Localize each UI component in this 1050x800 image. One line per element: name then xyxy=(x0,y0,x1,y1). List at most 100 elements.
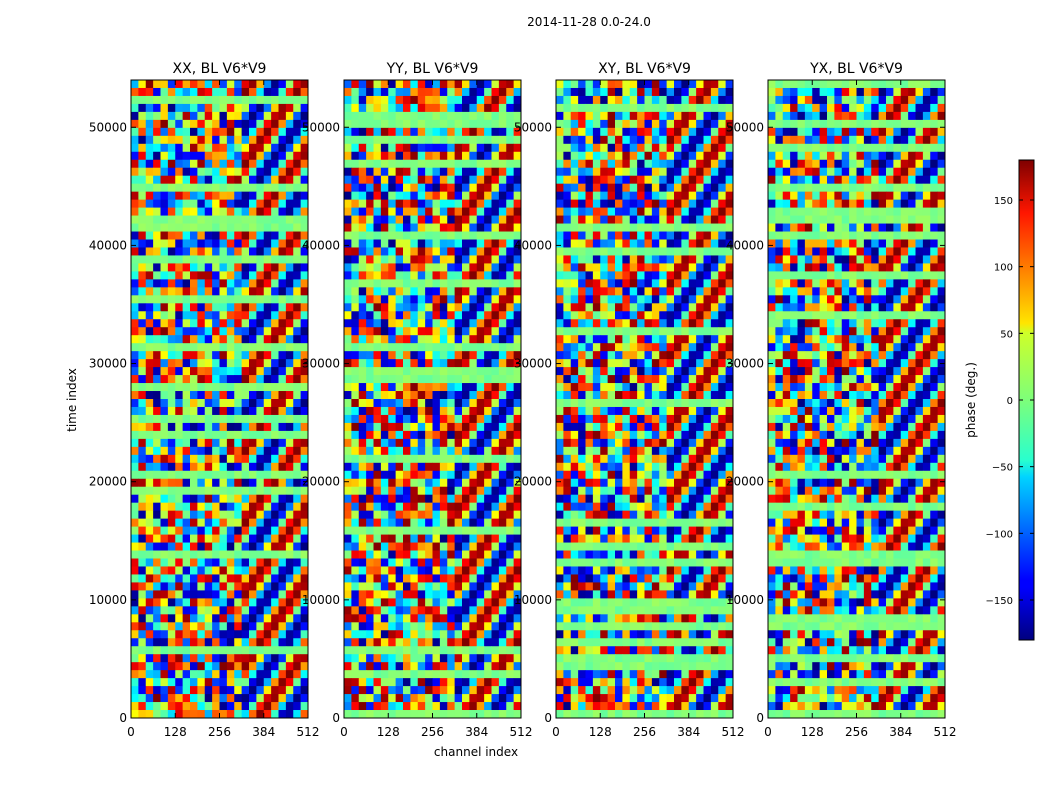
heatmap-cell xyxy=(249,303,257,312)
heatmap-cell xyxy=(615,327,623,336)
heatmap-cell xyxy=(285,422,294,432)
heatmap-cell xyxy=(563,191,572,201)
heatmap-cell xyxy=(234,574,243,583)
heatmap-cell xyxy=(629,103,638,113)
heatmap-cell xyxy=(167,694,176,703)
heatmap-cell xyxy=(138,231,147,240)
heatmap-cell xyxy=(212,478,220,488)
heatmap-cell xyxy=(380,135,389,145)
heatmap-cell xyxy=(439,359,448,368)
heatmap-cell xyxy=(498,614,507,623)
heatmap-cell xyxy=(439,710,448,719)
heatmap-cell xyxy=(153,223,161,232)
heatmap-cell xyxy=(278,638,287,647)
heatmap-cell xyxy=(462,446,470,456)
heatmap-cell xyxy=(344,446,352,456)
heatmap-cell xyxy=(182,662,191,671)
heatmap-cell xyxy=(513,558,522,567)
heatmap-cell xyxy=(285,303,294,312)
heatmap-cell xyxy=(484,295,492,304)
heatmap-cell xyxy=(425,526,433,535)
heatmap-cell xyxy=(204,646,213,655)
heatmap-cell xyxy=(629,207,638,216)
heatmap-cell xyxy=(462,279,470,288)
heatmap-cell xyxy=(278,319,287,328)
heatmap-cell xyxy=(263,638,272,647)
heatmap-cell xyxy=(366,335,374,344)
heatmap-cell xyxy=(131,383,139,392)
heatmap-cell xyxy=(366,534,374,543)
heatmap-cell xyxy=(138,518,147,528)
heatmap-cell xyxy=(556,319,564,328)
heatmap-cell xyxy=(462,80,470,89)
heatmap-cell xyxy=(153,518,161,528)
heatmap-cell xyxy=(462,470,470,480)
heatmap-cell xyxy=(160,375,169,384)
heatmap-cell xyxy=(622,223,631,232)
heatmap-cell xyxy=(256,598,265,607)
heatmap-cell xyxy=(190,103,198,113)
heatmap-cell xyxy=(256,175,265,185)
y-tick-label: 50000 xyxy=(89,120,127,134)
heatmap-cell xyxy=(395,550,404,559)
heatmap-cell xyxy=(696,414,704,424)
heatmap-cell xyxy=(615,335,623,344)
heatmap-cell xyxy=(454,199,463,209)
heatmap-cell xyxy=(160,702,169,711)
heatmap-cell xyxy=(271,470,279,480)
heatmap-cell xyxy=(226,215,235,224)
heatmap-cell xyxy=(212,303,220,312)
heatmap-cell xyxy=(300,367,309,376)
heatmap-cell xyxy=(491,391,500,400)
heatmap-cell xyxy=(498,534,507,543)
heatmap-cell xyxy=(380,678,389,687)
heatmap-cell xyxy=(563,143,572,153)
heatmap-cell xyxy=(131,638,139,647)
heatmap-cell xyxy=(403,167,411,177)
heatmap-cell xyxy=(241,303,250,312)
heatmap-cell xyxy=(167,654,176,663)
heatmap-cell xyxy=(167,231,176,240)
heatmap-cell xyxy=(622,183,631,193)
heatmap-cell xyxy=(454,686,463,695)
heatmap-cell xyxy=(417,678,426,687)
heatmap-cell xyxy=(484,598,492,607)
heatmap-cell xyxy=(388,80,397,89)
heatmap-cell xyxy=(491,119,500,129)
heatmap-cell xyxy=(160,710,169,719)
heatmap-cell xyxy=(491,143,500,153)
heatmap-cell xyxy=(600,223,609,232)
heatmap-cell xyxy=(454,247,463,256)
heatmap-cell xyxy=(651,151,660,161)
heatmap-cell xyxy=(366,343,374,352)
heatmap-cell xyxy=(447,199,456,209)
heatmap-cell xyxy=(491,702,500,711)
heatmap-cell xyxy=(344,582,352,591)
heatmap-cell xyxy=(484,199,492,209)
heatmap-cell xyxy=(358,223,367,232)
heatmap-cell xyxy=(688,151,697,161)
heatmap-cell xyxy=(241,199,250,209)
heatmap-cell xyxy=(410,359,419,368)
heatmap-cell xyxy=(688,87,697,97)
heatmap-cell xyxy=(410,654,419,663)
heatmap-cell xyxy=(403,438,411,448)
heatmap-cell xyxy=(212,367,220,376)
heatmap-cell xyxy=(388,351,397,360)
heatmap-cell xyxy=(513,343,522,352)
heatmap-cell xyxy=(153,231,161,240)
heatmap-cell xyxy=(219,399,228,408)
heatmap-cell xyxy=(615,95,623,105)
heatmap-cell xyxy=(271,582,279,591)
heatmap-cell xyxy=(403,383,411,392)
heatmap-cell xyxy=(674,231,682,240)
heatmap-cell xyxy=(271,686,279,695)
heatmap-cell xyxy=(380,303,389,312)
heatmap-cell xyxy=(256,151,265,161)
heatmap-cell xyxy=(447,95,456,105)
heatmap-cell xyxy=(249,319,257,328)
heatmap-cell xyxy=(160,287,169,296)
heatmap-cell xyxy=(432,391,441,400)
heatmap-cell xyxy=(585,351,594,360)
heatmap-cell xyxy=(204,127,213,137)
